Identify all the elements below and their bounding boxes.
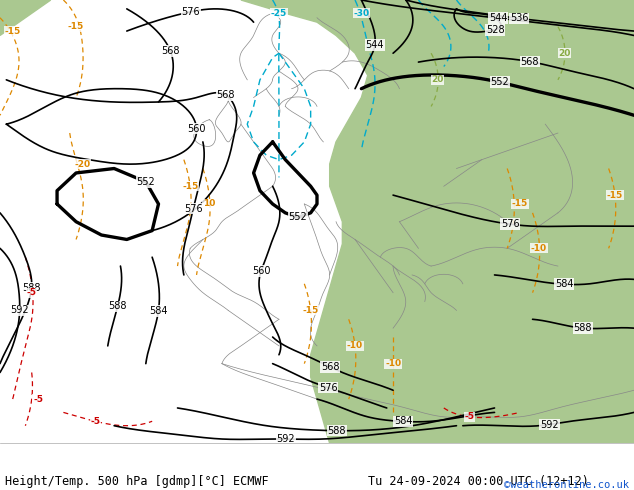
Polygon shape	[0, 0, 51, 35]
Text: 20: 20	[558, 49, 571, 58]
Text: -5: -5	[464, 413, 474, 421]
Text: 592: 592	[10, 305, 29, 316]
Text: -15: -15	[302, 306, 319, 315]
Text: -15: -15	[607, 191, 623, 199]
Text: 576: 576	[319, 383, 338, 392]
Text: ©weatheronline.co.uk: ©weatheronline.co.uk	[504, 480, 629, 490]
Text: -5: -5	[33, 394, 43, 404]
Text: 552: 552	[288, 212, 307, 222]
Text: -10: -10	[347, 342, 363, 350]
Text: Height/Temp. 500 hPa [gdmp][°C] ECMWF: Height/Temp. 500 hPa [gdmp][°C] ECMWF	[5, 474, 269, 488]
Text: 544: 544	[366, 40, 384, 50]
Text: -10: -10	[531, 244, 547, 253]
Text: -30: -30	[353, 9, 370, 18]
Text: -15: -15	[182, 182, 198, 191]
Text: -15: -15	[68, 22, 84, 31]
Text: 20: 20	[431, 75, 444, 84]
Text: 536: 536	[510, 14, 529, 24]
Text: 584: 584	[555, 279, 573, 289]
Text: 528: 528	[486, 25, 504, 35]
Text: 560: 560	[252, 266, 270, 276]
Text: -25: -25	[271, 9, 287, 18]
Text: 576: 576	[181, 7, 200, 17]
Text: 568: 568	[161, 46, 179, 56]
Text: 588: 588	[108, 301, 127, 311]
Text: -15: -15	[4, 26, 21, 36]
Text: 592: 592	[540, 419, 559, 430]
Text: 552: 552	[491, 77, 509, 87]
Text: -20: -20	[74, 160, 91, 169]
Text: 568: 568	[216, 90, 235, 100]
Text: -15: -15	[512, 199, 528, 208]
Text: 588: 588	[328, 426, 346, 436]
Text: 588: 588	[22, 283, 41, 293]
Text: -10: -10	[385, 359, 401, 368]
Text: -5: -5	[90, 417, 100, 426]
Text: 576: 576	[501, 219, 520, 229]
Text: 544: 544	[489, 13, 507, 23]
Text: 568: 568	[321, 362, 339, 372]
Text: 584: 584	[149, 306, 168, 316]
Text: 568: 568	[521, 56, 539, 67]
Text: -5: -5	[27, 288, 37, 297]
Text: 584: 584	[394, 416, 413, 426]
Text: 592: 592	[276, 434, 295, 444]
Text: 10: 10	[203, 199, 216, 208]
Text: 552: 552	[136, 177, 155, 187]
Polygon shape	[241, 0, 634, 443]
Text: 560: 560	[187, 123, 206, 134]
Text: 588: 588	[573, 323, 592, 333]
Text: 576: 576	[184, 204, 203, 214]
Text: Tu 24-09-2024 00:00 UTC (12+12): Tu 24-09-2024 00:00 UTC (12+12)	[368, 474, 588, 488]
